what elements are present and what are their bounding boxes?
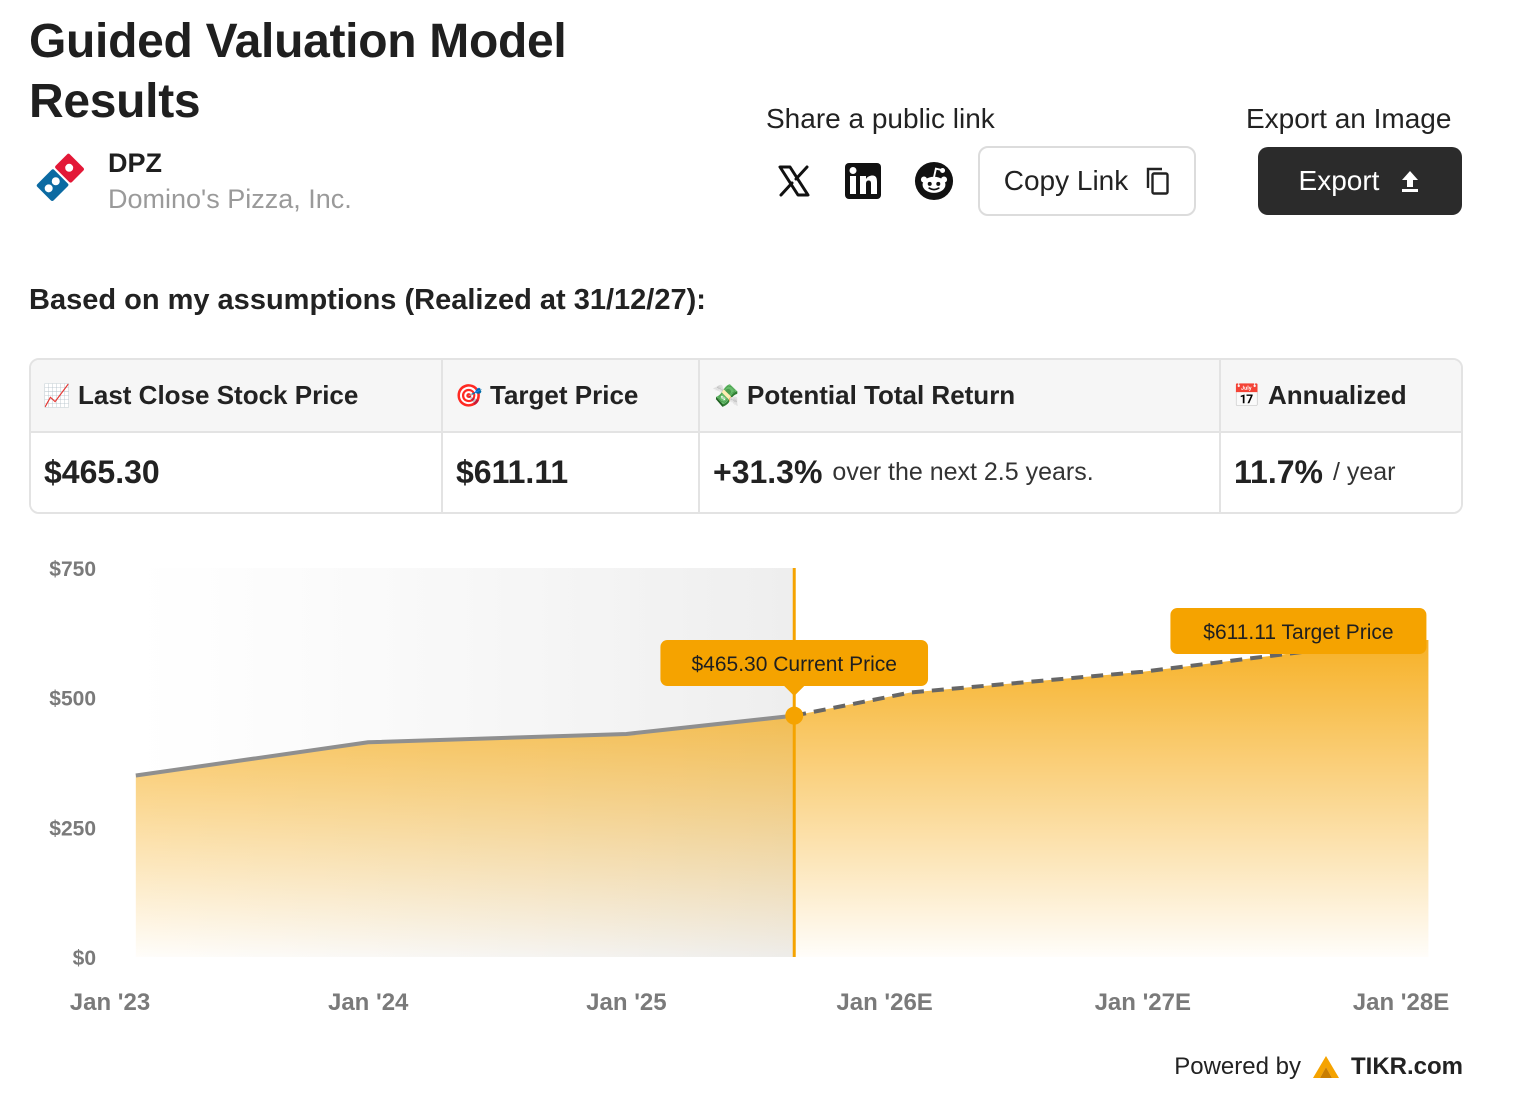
metric-header-target: 🎯 Target Price (443, 360, 700, 433)
tikr-logo-icon (1312, 1056, 1339, 1078)
target-icon: 🎯 (455, 382, 483, 408)
y-tick-label: $0 (73, 947, 96, 970)
tikr-brand[interactable]: TIKR.com (1350, 1053, 1463, 1080)
y-tick-label: $750 (49, 558, 96, 581)
chart-increasing-icon: 📈 (43, 382, 71, 408)
y-tick-label: $500 (49, 688, 96, 711)
export-button-label: Export (1298, 165, 1380, 196)
assumptions-heading: Based on my assumptions (Realized at 31/… (29, 284, 706, 316)
powered-by: Powered by TIKR.com (1174, 1053, 1463, 1081)
chart-canvas: $750 $500 $250 $0 Jan '23 Jan '24 Jan '25 Jan '… (49, 558, 1449, 1016)
x-tick-label: Jan '23 (70, 989, 150, 1016)
projected-price-line (793, 638, 1429, 718)
x-tick-label: Jan '26E (836, 989, 932, 1016)
x-tick-label: Jan '25 (586, 989, 666, 1016)
export-image-label: Export an Image (1246, 103, 1452, 134)
metric-value-target: $611.11 (443, 433, 700, 512)
current-price-tooltip: $465.30 Current Price (692, 653, 897, 676)
powered-by-text: Powered by (1174, 1053, 1301, 1080)
dominos-logo-icon (34, 151, 86, 203)
historical-price-line (135, 713, 795, 778)
company-name: Domino's Pizza, Inc. (108, 184, 352, 214)
metric-header-return: 💸 Potential Total Return (700, 360, 1221, 433)
reddit-icon[interactable] (914, 160, 954, 202)
metric-value-last-close: $465.30 (31, 433, 443, 512)
metrics-table: 📈 Last Close Stock Price 🎯 Target Price … (29, 358, 1463, 514)
current-price-point (785, 706, 804, 725)
x-tick-label: Jan '27E (1095, 989, 1191, 1016)
x-tick-label: Jan '28E (1353, 989, 1449, 1016)
ticker-symbol: DPZ (108, 148, 162, 178)
linkedin-icon[interactable] (843, 160, 883, 202)
copy-link-label: Copy Link (1003, 165, 1129, 196)
export-button[interactable]: Export (1258, 147, 1462, 215)
current-price-tooltip-arrow (784, 686, 805, 696)
x-twitter-icon[interactable] (774, 160, 814, 202)
page-title: Guided Valuation Model Results (29, 15, 567, 128)
share-link-label: Share a public link (766, 103, 995, 134)
upload-icon (1402, 171, 1419, 192)
calendar-icon: 📅 (1233, 382, 1261, 408)
money-wings-icon: 💸 (712, 382, 740, 408)
metric-header-annualized: 📅 Annualized (1221, 360, 1461, 433)
copy-icon (1147, 167, 1169, 195)
metric-value-annualized: 11.7% / year (1221, 433, 1461, 512)
valuation-chart: $750 $500 $250 $0 Jan '23 Jan '24 Jan '25 Jan '… (0, 540, 1520, 1040)
current-price-tooltip-bg (660, 640, 929, 686)
target-price-tooltip-bg (1170, 608, 1427, 654)
metric-value-return: +31.3% over the next 2.5 years. (700, 433, 1221, 512)
target-price-tooltip: $611.11 Target Price (1203, 621, 1393, 644)
x-tick-label: Jan '24 (328, 989, 409, 1016)
y-tick-label: $250 (49, 817, 96, 840)
price-area (135, 640, 1429, 957)
copy-link-button[interactable]: Copy Link (978, 146, 1196, 216)
metric-header-last-close: 📈 Last Close Stock Price (31, 360, 443, 433)
